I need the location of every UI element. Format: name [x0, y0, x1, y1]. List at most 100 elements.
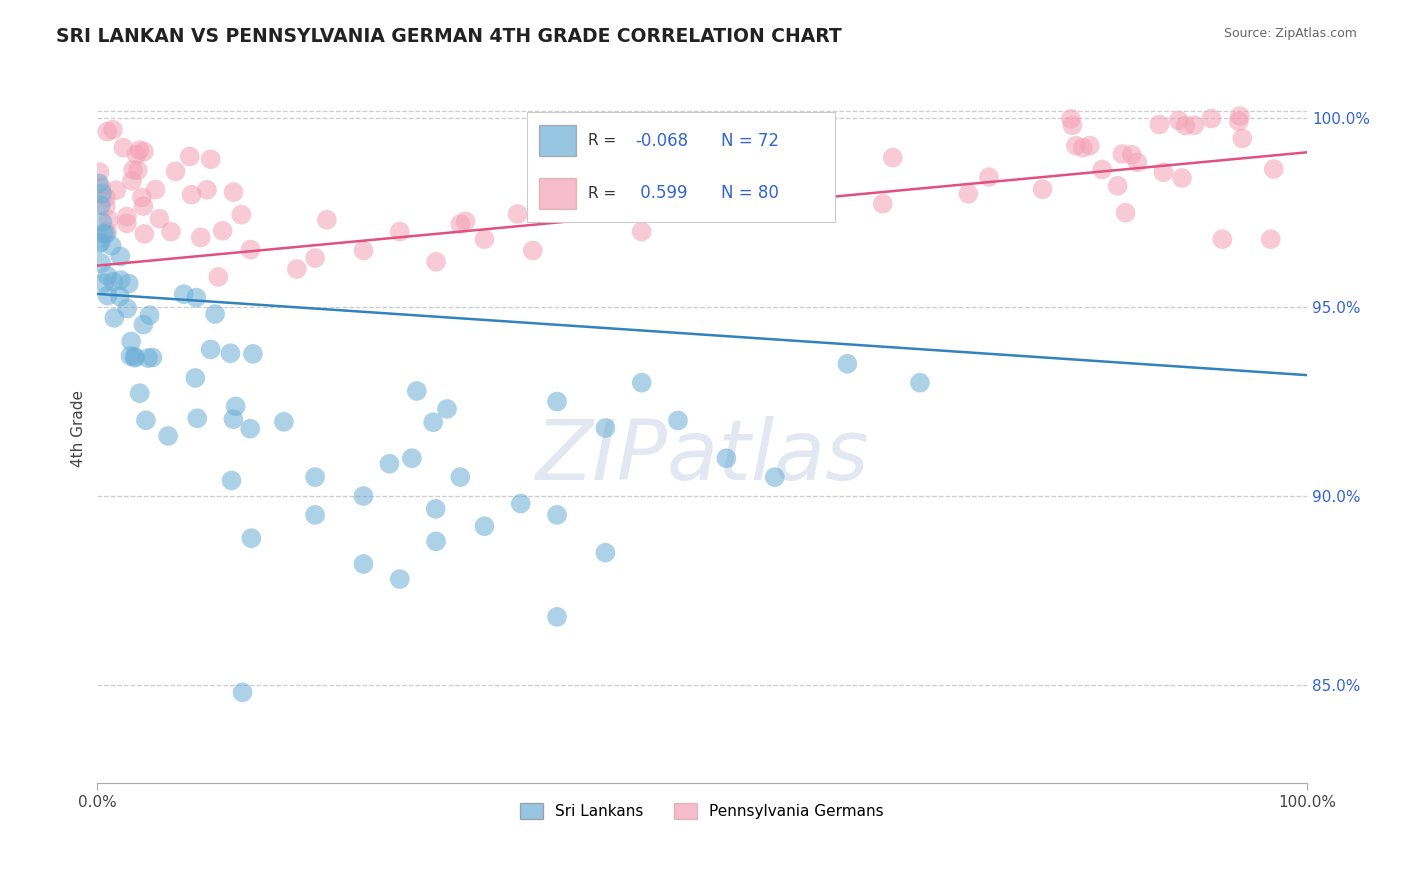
Point [388, 572, 411, 586]
Point [105, 183, 128, 197]
Point [1182, 118, 1205, 132]
Point [353, 489, 375, 503]
Point [115, 210, 138, 224]
Point [87, 237, 110, 252]
Point [1152, 165, 1174, 179]
Point [422, 415, 444, 429]
Point [207, 269, 229, 284]
Point [160, 225, 183, 239]
Point [131, 190, 153, 204]
Point [1260, 232, 1282, 246]
Point [121, 174, 143, 188]
Point [1201, 112, 1223, 126]
Point [124, 350, 146, 364]
Point [200, 153, 222, 167]
Point [273, 415, 295, 429]
Point [630, 225, 652, 239]
Point [1211, 232, 1233, 246]
Point [882, 151, 904, 165]
Point [186, 411, 208, 425]
Point [132, 318, 155, 332]
Point [977, 169, 1000, 184]
Point [1032, 182, 1054, 196]
Point [120, 349, 142, 363]
Point [90, 180, 112, 194]
Point [1078, 138, 1101, 153]
Point [239, 243, 262, 257]
Point [388, 225, 411, 239]
Point [546, 610, 568, 624]
Point [666, 413, 689, 427]
Legend: Sri Lankans, Pennsylvania Germans: Sri Lankans, Pennsylvania Germans [515, 797, 890, 825]
Point [1121, 147, 1143, 161]
Point [90, 198, 112, 212]
Point [101, 122, 124, 136]
Point [225, 400, 247, 414]
Text: Source: ZipAtlas.com: Source: ZipAtlas.com [1223, 27, 1357, 40]
Point [148, 211, 170, 226]
Point [124, 351, 146, 365]
Point [1229, 109, 1251, 123]
Point [97, 212, 120, 227]
Point [100, 238, 122, 252]
Point [1111, 147, 1133, 161]
Point [474, 232, 496, 246]
Point [315, 212, 337, 227]
Point [87, 177, 110, 191]
Point [90, 235, 112, 249]
Point [127, 163, 149, 178]
Point [110, 250, 132, 264]
Point [763, 470, 786, 484]
Point [449, 470, 471, 484]
Point [1071, 141, 1094, 155]
Point [141, 351, 163, 365]
Point [522, 244, 544, 258]
Point [353, 244, 375, 258]
Point [190, 230, 212, 244]
Point [157, 429, 180, 443]
Point [180, 187, 202, 202]
Point [97, 288, 120, 302]
Point [1115, 205, 1137, 219]
Point [1263, 162, 1285, 177]
Point [89, 165, 111, 179]
Point [90, 256, 112, 270]
Point [96, 125, 118, 139]
Text: SRI LANKAN VS PENNSYLVANIA GERMAN 4TH GRADE CORRELATION CHART: SRI LANKAN VS PENNSYLVANIA GERMAN 4TH GR… [56, 27, 842, 45]
Point [118, 277, 141, 291]
Point [91, 227, 114, 241]
Point [103, 310, 125, 325]
Point [132, 145, 155, 159]
Point [128, 386, 150, 401]
Point [793, 157, 815, 171]
Point [91, 215, 114, 229]
Point [546, 394, 568, 409]
Point [96, 268, 118, 283]
Point [595, 421, 617, 435]
Point [136, 351, 159, 365]
Point [173, 287, 195, 301]
Point [449, 217, 471, 231]
Point [1060, 112, 1083, 126]
Point [91, 186, 114, 201]
Point [115, 216, 138, 230]
Point [425, 255, 447, 269]
Point [93, 276, 115, 290]
Point [1149, 118, 1171, 132]
Point [1062, 118, 1084, 132]
Point [122, 162, 145, 177]
Point [630, 376, 652, 390]
Point [138, 308, 160, 322]
Point [94, 191, 117, 205]
Point [219, 346, 242, 360]
Point [184, 371, 207, 385]
Point [506, 207, 529, 221]
Point [353, 557, 375, 571]
Point [304, 470, 326, 484]
Point [231, 208, 253, 222]
Point [425, 501, 447, 516]
Point [222, 185, 245, 199]
Point [195, 183, 218, 197]
Point [285, 262, 308, 277]
Point [115, 301, 138, 316]
